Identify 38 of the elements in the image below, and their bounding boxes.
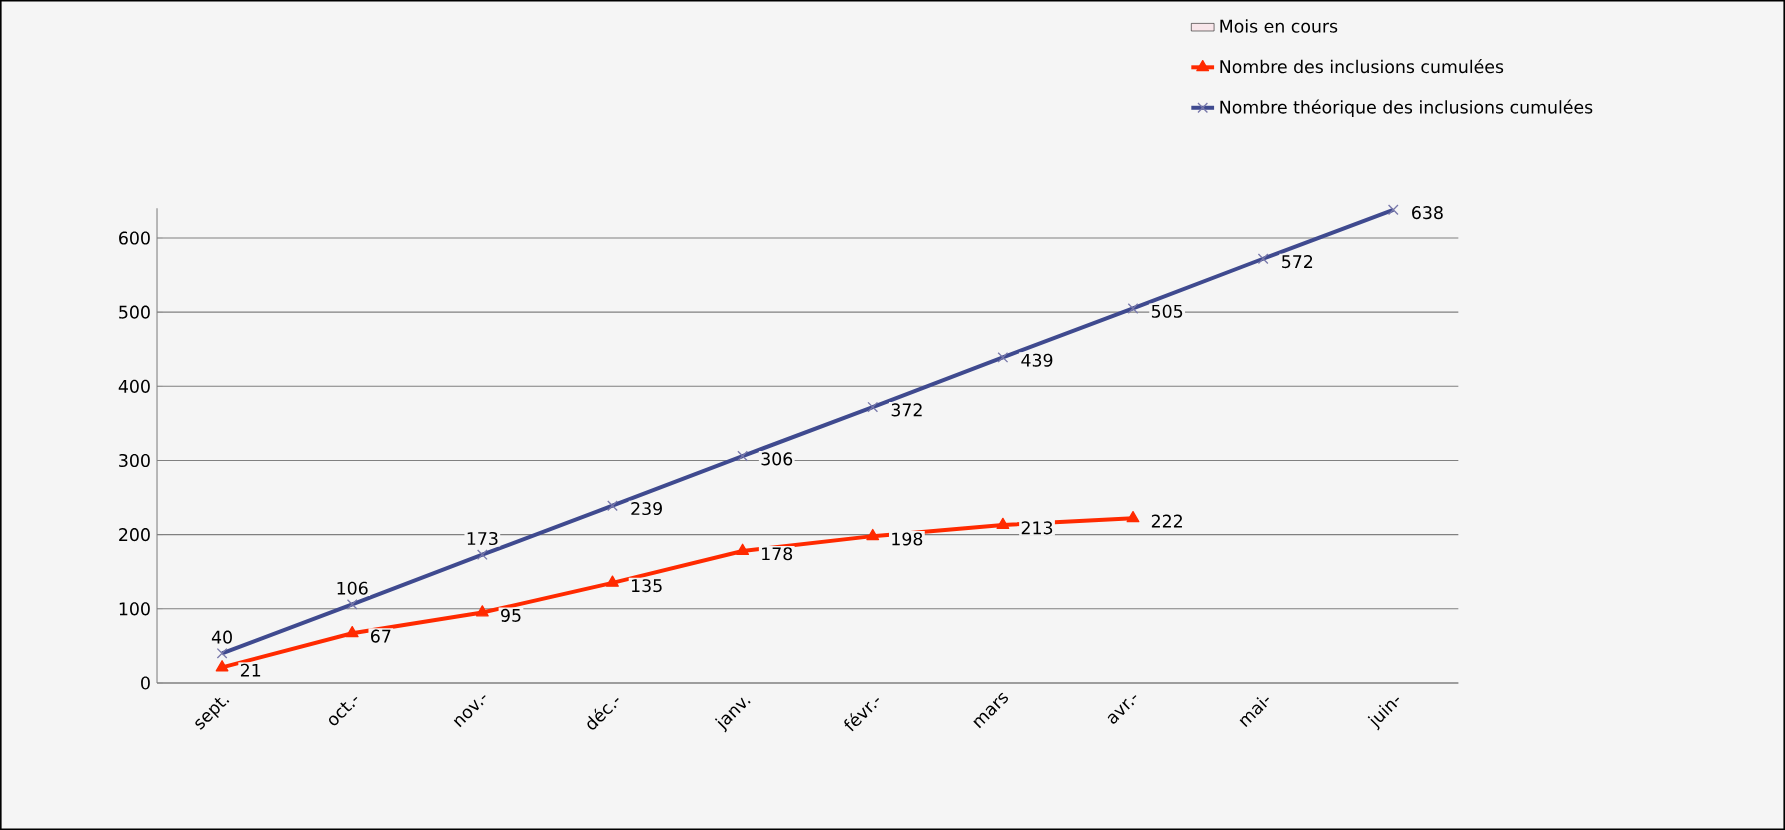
legend-label: Nombre des inclusions cumulées: [1220, 59, 1504, 74]
point: [606, 575, 619, 587]
data-label: 106: [337, 581, 368, 595]
data-label: 239: [631, 502, 662, 516]
data-label: 306: [761, 452, 793, 466]
x-tick-label: avr.-: [1107, 695, 1137, 724]
y-tick-label: 500: [119, 305, 150, 319]
point: [1126, 511, 1140, 523]
data-label: 135: [631, 579, 662, 593]
data-label: 178: [762, 547, 793, 561]
legend-label: Mois en cours: [1220, 19, 1338, 33]
y-tick-label: 300: [119, 453, 150, 468]
data-label: 40: [211, 630, 232, 644]
data-label: 439: [1021, 353, 1053, 367]
y-tick-label: 0: [141, 676, 150, 690]
data-label: 372: [891, 403, 922, 417]
point: [475, 605, 489, 617]
point: [215, 660, 229, 672]
y-tick-label: 200: [119, 528, 150, 542]
data-label: 67: [371, 629, 391, 643]
y-tick-label: 100: [119, 602, 150, 616]
data-label: 572: [1282, 255, 1313, 269]
data-label: 95: [501, 608, 521, 622]
point: [736, 543, 750, 555]
data-label: 173: [467, 531, 498, 546]
data-label: 198: [892, 532, 923, 546]
point: [996, 517, 1010, 530]
x-tick-label: oct.-: [329, 696, 358, 726]
legend-label: Nombre théorique des inclusions cumulées: [1220, 99, 1593, 117]
point: [866, 528, 880, 541]
data-label: 222: [1151, 514, 1182, 528]
y-tick-label: 600: [119, 231, 150, 245]
data-label: 21: [240, 663, 261, 677]
data-label: 505: [1151, 304, 1183, 318]
point: [345, 625, 359, 638]
data-label: 213: [1021, 521, 1053, 535]
y-tick-label: 400: [118, 379, 150, 393]
data-label: 638: [1412, 206, 1443, 220]
